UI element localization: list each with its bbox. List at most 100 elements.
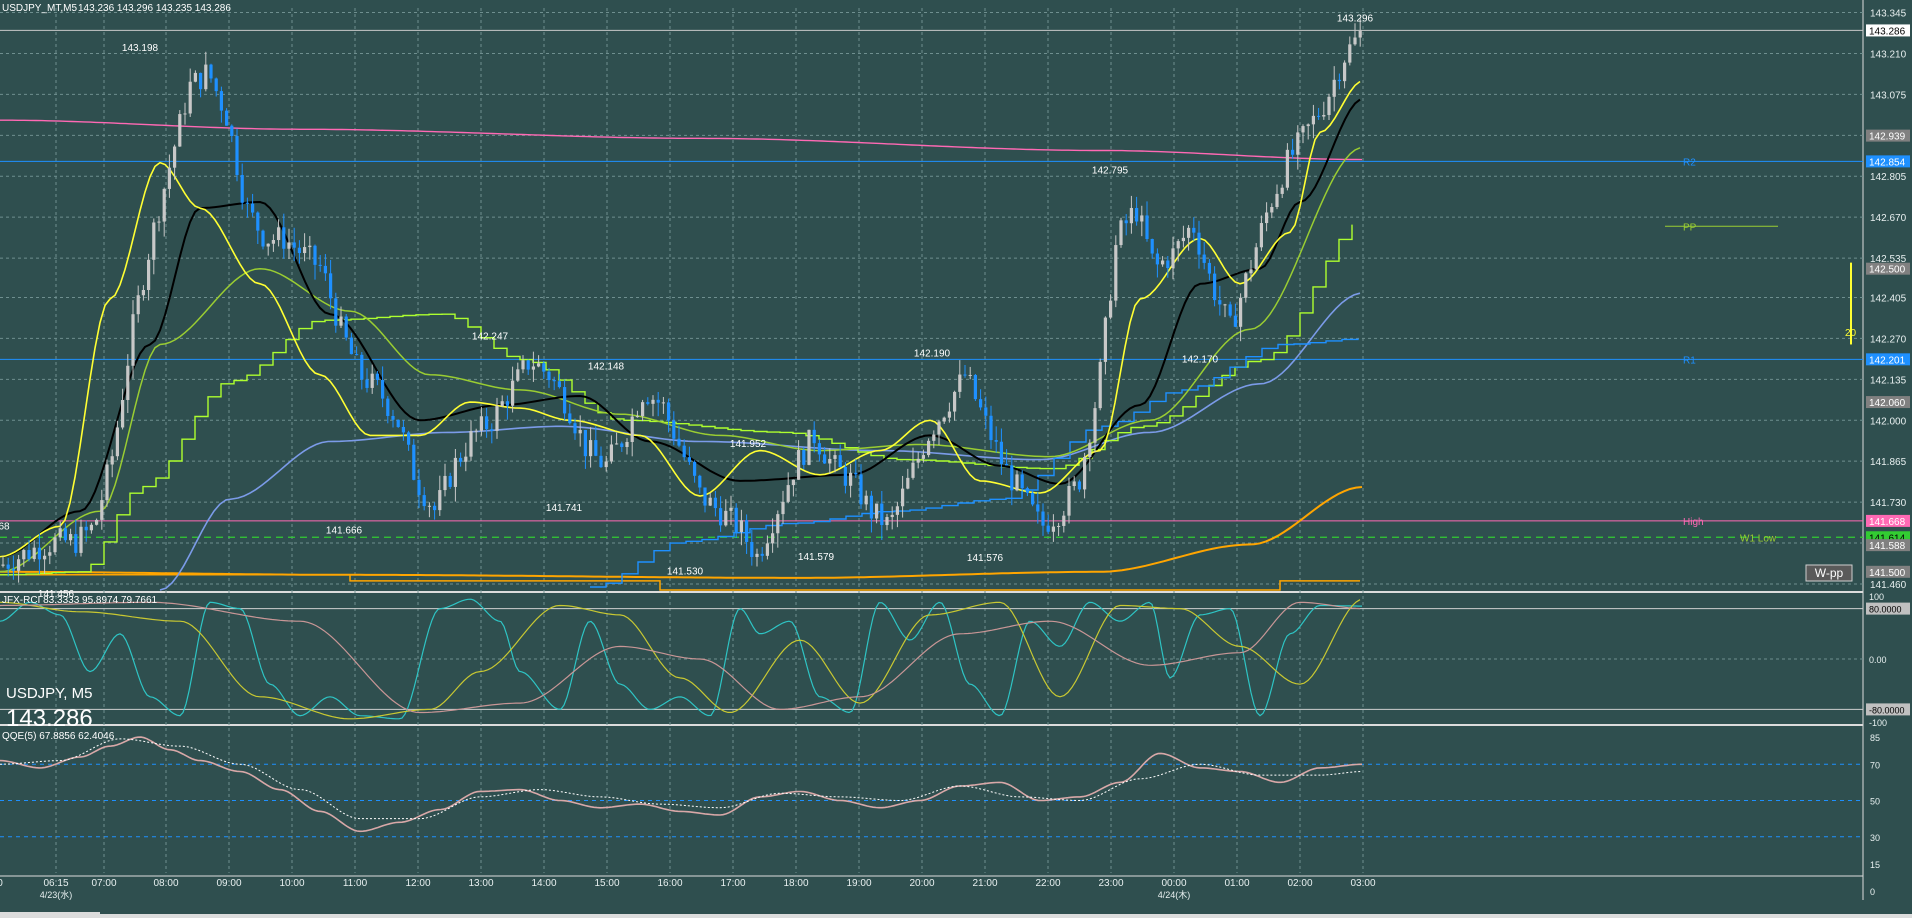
candle-body [438,490,442,511]
candle-body [849,472,853,486]
candle-body [1031,492,1035,505]
candle-body [396,419,400,427]
candle-body [1124,220,1128,224]
candle-body [453,457,457,487]
candle-body [583,429,587,457]
candle-body [765,543,769,556]
price-annotation: 143.296 [1337,13,1374,24]
candle-body [869,495,873,519]
candle-body [17,559,21,571]
candle-body [334,298,338,326]
level-label-r1: R1 [1683,355,1696,366]
candle-body [542,363,546,372]
candle-body [630,416,634,442]
price-marker [1866,396,1910,409]
rci-level-marker [1866,602,1910,615]
candle-body [147,259,151,291]
ma-slow-line [0,147,1361,573]
price-marker [1866,514,1910,527]
candle-body [375,373,379,380]
rci-axis-label: -100 [1869,718,1887,728]
candle-body [443,475,447,491]
candle-body [781,501,785,515]
candle-body [1207,262,1211,274]
candle-body [329,273,333,299]
candle-body [906,477,910,489]
time-axis-label: 20:00 [909,878,934,889]
candle-body [838,455,842,468]
candle-body [1015,474,1019,491]
candle-body [511,380,515,406]
candle-body [937,421,941,435]
candle-body [921,455,925,459]
candle-body [115,427,119,457]
candle-body [433,505,437,511]
ma-step-line [0,224,1353,576]
candle-body [141,290,145,296]
candle-body [240,175,244,203]
time-axis-label: 09:00 [216,878,241,889]
candle-body [245,202,249,204]
candle-body [916,458,920,463]
candle-body [620,443,624,448]
candle-body [807,429,811,465]
candle-body [635,416,639,418]
candle-body [755,553,759,557]
price-marker-label: 141.614 [1869,533,1906,544]
price-marker-label: 142.060 [1869,398,1906,409]
qqe-panel-label: QQE(5) 67.8856 62.4046 [2,731,115,742]
candle-body [89,524,93,531]
time-axis-label: 10:00 [279,878,304,889]
price-marker-label: 141.588 [1869,541,1906,552]
candle-body [604,461,608,468]
price-axis-label: 142.270 [1870,334,1907,345]
candle-body [703,487,707,506]
rci-axis-label: -80.0000 [1869,705,1905,715]
price-annotation: 142.795 [1092,165,1129,176]
time-axis-label: 17:00 [720,878,745,889]
price-marker [1866,155,1910,168]
candle-body [734,507,738,533]
candle-body [719,508,723,526]
candle-body [381,379,385,399]
candle-body [537,363,541,367]
candle-body [573,423,577,434]
candle-body [69,534,73,541]
candle-body [1291,149,1295,155]
candle-body [1171,248,1175,269]
candle-body [750,541,754,557]
candle-body [412,444,416,480]
w-pp-badge[interactable]: W-pp [1805,564,1853,582]
candle-body [802,450,806,465]
price-annotation: 141.579 [798,552,835,563]
ma-blue-line [159,292,1361,591]
candle-body [479,416,483,431]
candle-body [1093,408,1097,443]
candle-body [901,488,905,507]
candle-body [386,398,390,416]
time-axis-label: 22:00 [1035,878,1060,889]
candle-body [1275,193,1279,208]
candle-body [979,399,983,408]
candle-body [771,533,775,544]
candle-body [791,479,795,486]
level-label-high: High [1683,517,1704,528]
candle-body [323,265,327,274]
price-axis-label: 142.135 [1870,375,1907,386]
candle-body [989,415,993,441]
time-axis-label: 12:00 [405,878,430,889]
candle-body [209,64,213,79]
candle-body [308,245,312,248]
candle-body [37,547,41,560]
candle-body [1140,215,1144,222]
scroll-strip[interactable] [0,914,1912,918]
price-annotation: 68 [0,521,10,532]
candle-body [365,379,369,388]
candle-body [973,374,977,400]
candle-body [563,387,567,414]
price-axis-label: 142.000 [1870,416,1907,427]
candle-body [1057,525,1061,527]
candle-body [1259,223,1263,248]
candle-body [885,517,889,526]
